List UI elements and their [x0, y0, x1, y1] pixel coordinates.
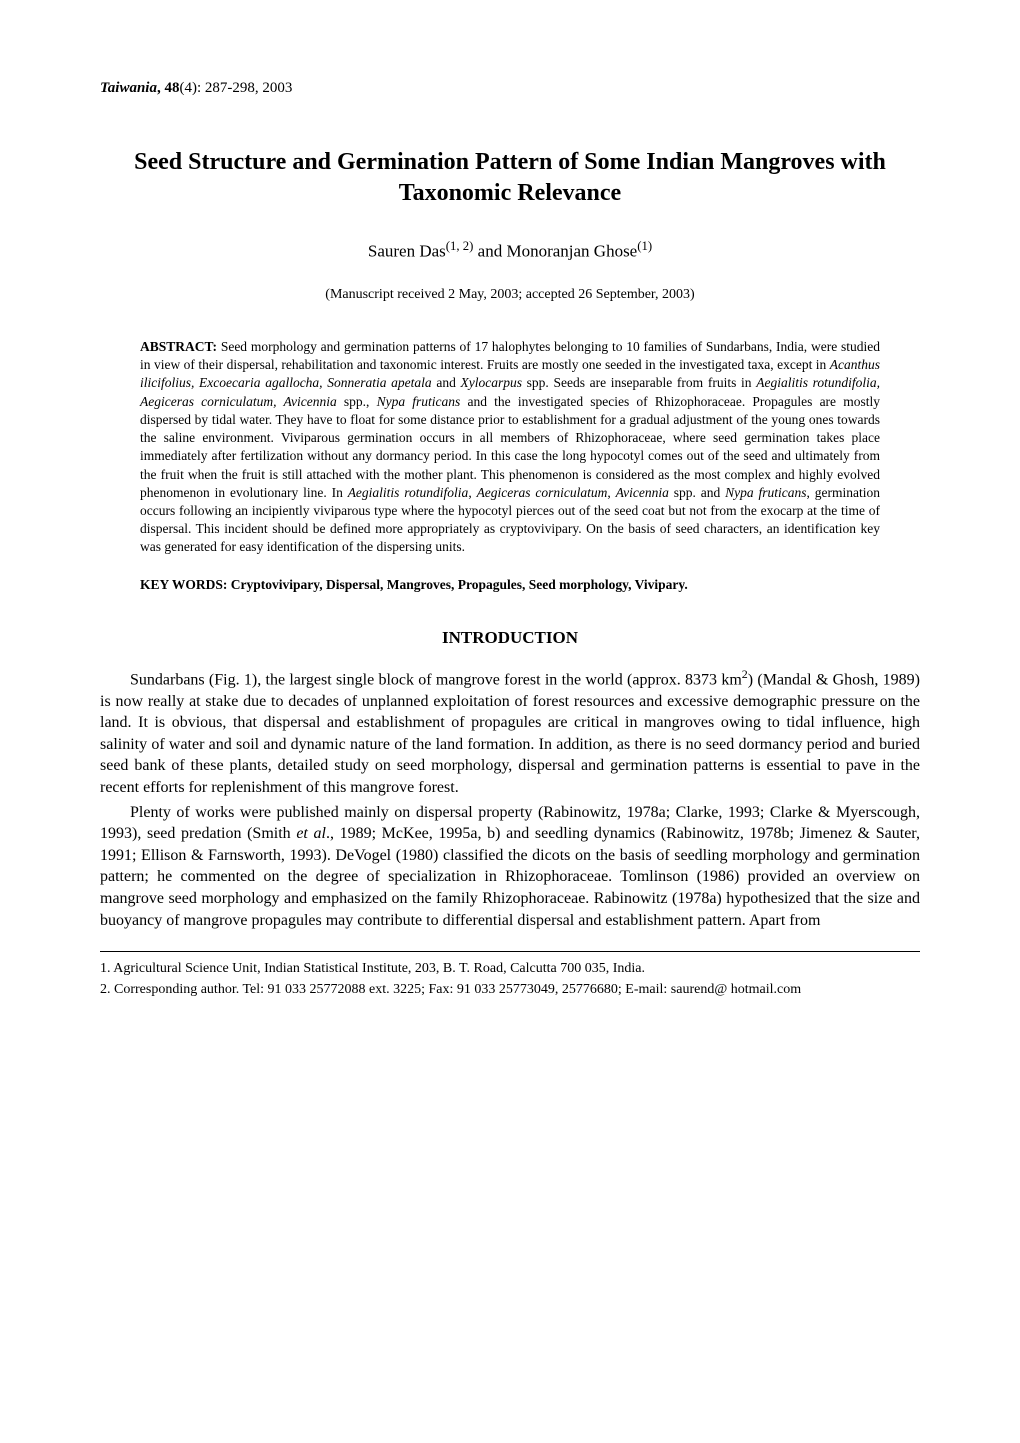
abstract-species-5: Aegialitis rotundifolia [348, 485, 469, 500]
abstract-text-6: , [468, 485, 476, 500]
intro-p1-text1: Sundarbans (Fig. 1), the largest single … [130, 671, 742, 688]
footnote-1: 1. Agricultural Science Unit, Indian Sta… [100, 960, 920, 979]
abstract-text-1: Seed morphology and germination patterns… [140, 339, 880, 372]
author1-affil: (1, 2) [446, 239, 474, 253]
intro-p2-italic1: et al [296, 825, 326, 842]
journal-issue-close: ): [192, 80, 205, 96]
journal-volume: 48 [164, 80, 179, 96]
keywords-text: Cryptovivipary, Dispersal, Mangroves, Pr… [231, 577, 688, 592]
journal-pages: 287-298 [205, 80, 255, 96]
abstract-species-2: Xylocarpus [461, 375, 523, 390]
author2-affil: (1) [637, 239, 652, 253]
author1-name: Sauren Das [368, 242, 446, 261]
journal-year: 2003 [262, 80, 292, 96]
authors-line: Sauren Das(1, 2) and Monoranjan Ghose(1) [100, 239, 920, 262]
abstract-text-4: spp., [337, 394, 377, 409]
abstract-text-2: and [432, 375, 461, 390]
abstract-species-4: Nypa fruticans [377, 394, 461, 409]
journal-name: Taiwania [100, 80, 157, 96]
intro-p1-text2: ) (Mandal & Ghosh, 1989) is now really a… [100, 671, 920, 796]
abstract-text-7: , [607, 485, 615, 500]
abstract-species-7: Avicennia [616, 485, 669, 500]
introduction-heading: INTRODUCTION [100, 628, 920, 648]
abstract-label: ABSTRACT: [140, 339, 217, 354]
abstract-text-3: spp. Seeds are inseparable from fruits i… [522, 375, 756, 390]
footnotes-block: 1. Agricultural Science Unit, Indian Sta… [100, 951, 920, 1000]
keywords-line: KEY WORDS: Cryptovivipary, Dispersal, Ma… [140, 577, 880, 593]
journal-header: Taiwania, 48(4): 287-298, 2003 [100, 80, 920, 97]
manuscript-dates: (Manuscript received 2 May, 2003; accept… [100, 287, 920, 303]
abstract-text-8: spp. and [669, 485, 725, 500]
intro-paragraph-1: Sundarbans (Fig. 1), the largest single … [100, 666, 920, 799]
intro-paragraph-2: Plenty of works were published mainly on… [100, 802, 920, 932]
abstract-species-6: Aegiceras corniculatum [477, 485, 608, 500]
journal-issue: 4 [184, 80, 192, 96]
abstract-block: ABSTRACT: Seed morphology and germinatio… [140, 338, 880, 557]
abstract-species-8: Nypa fruticans [725, 485, 806, 500]
footnote-2: 2. Corresponding author. Tel: 91 033 257… [100, 981, 920, 1000]
keywords-label: KEY WORDS: [140, 577, 231, 592]
author2-name: Monoranjan Ghose [506, 242, 637, 261]
author-connector: and [473, 242, 506, 261]
paper-title: Seed Structure and Germination Pattern o… [100, 147, 920, 209]
